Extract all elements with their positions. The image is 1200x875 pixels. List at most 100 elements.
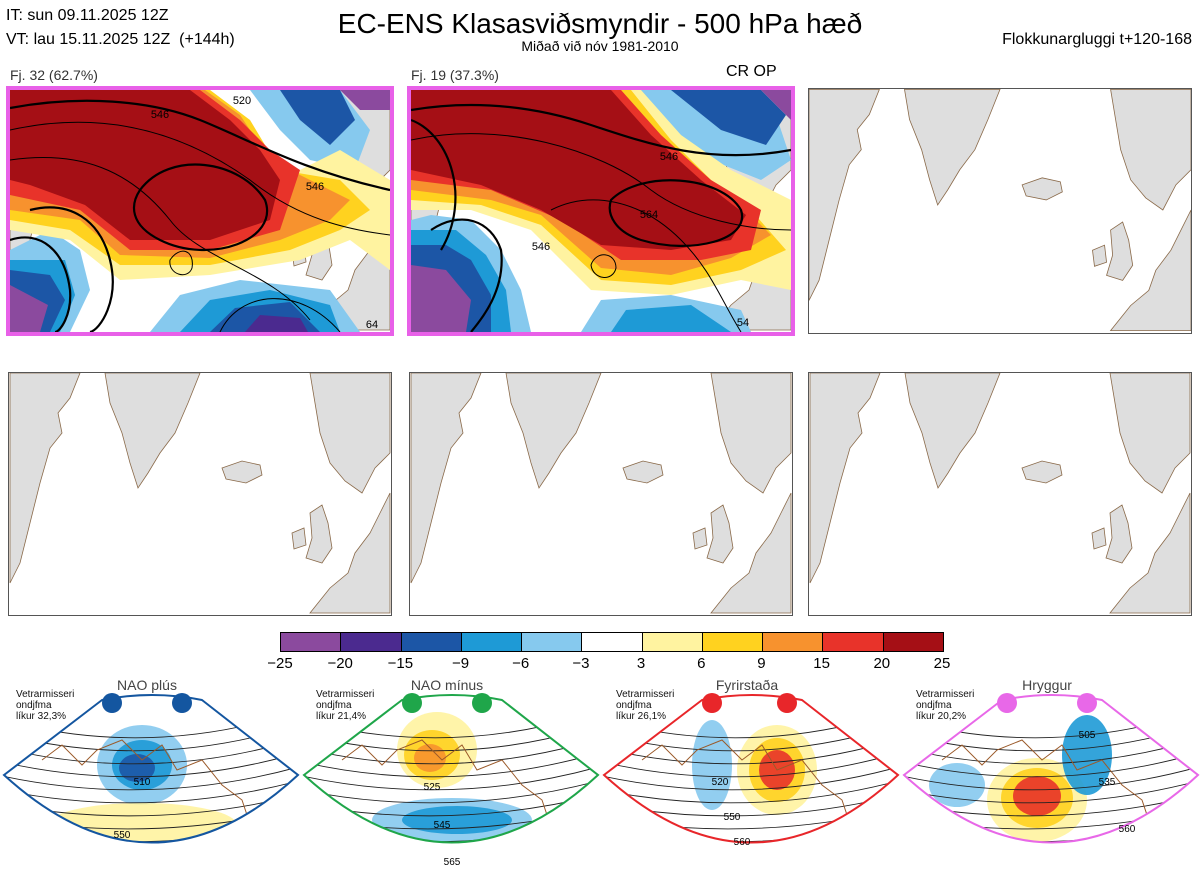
colorbar-segment (341, 633, 402, 651)
anomaly-shading (402, 806, 512, 834)
regime-probability-note: Vetrarmisseri ondjfma líkur 26,1% (616, 689, 675, 722)
height-contour (904, 751, 1198, 778)
regime-outline (302, 694, 600, 844)
colorbar-segment (763, 633, 824, 651)
regime-marker-dot (102, 693, 122, 713)
height-contour (904, 779, 1198, 804)
regime-panel-2: 525 545 565 (302, 690, 602, 870)
regime-outline (2, 694, 300, 844)
regime-contour-label: 510 (134, 777, 151, 788)
height-contour (4, 779, 298, 804)
anomaly-shading (119, 754, 155, 782)
colorbar-segment (642, 633, 703, 651)
height-contour (304, 751, 598, 778)
regime-probability-note: Vetrarmisseri ondjfma líkur 32,3% (16, 689, 75, 722)
regime-probability-note: Vetrarmisseri ondjfma líkur 21,4% (316, 689, 375, 722)
height-contour (4, 765, 298, 791)
colorbar-tick-label: 6 (697, 655, 706, 672)
colorbar-tick-label: −15 (387, 655, 414, 672)
cluster-1-label: Fj. 32 (62.7%) (10, 67, 98, 83)
colorbar-segment (823, 633, 884, 651)
c2-contour-label-1: 546 (660, 151, 678, 163)
regime-name: Hryggur (1022, 677, 1072, 693)
colorbar-segment (582, 633, 643, 651)
colorbar-tick-label: 9 (757, 655, 766, 672)
regime-contour-label: 560 (1119, 824, 1136, 835)
regime-map-1: 510 550 (2, 694, 300, 844)
cluster-1-map: 546 520 546 64 (6, 86, 394, 336)
regime-marker-dot (997, 693, 1017, 713)
regime-contour-label: 550 (114, 830, 131, 841)
regime-contour-label: 505 (1079, 730, 1096, 741)
cluster-5-empty-map (409, 372, 793, 616)
regime-name: NAO mínus (410, 677, 484, 693)
regime-contour-label: 550 (724, 812, 741, 823)
regime-contour-label: 565 (444, 857, 461, 868)
regime-marker-dot (702, 693, 722, 713)
cluster-4-empty-map (8, 372, 392, 616)
regime-marker-dot (777, 693, 797, 713)
valid-time: VT: lau 15.11.2025 12Z (+144h) (6, 31, 235, 48)
cluster-2-label: Fj. 19 (37.3%) (411, 67, 499, 83)
regime-name: Fyrirstaða (715, 677, 779, 693)
regime-contour-label: 560 (734, 837, 751, 848)
regime-marker-dot (472, 693, 492, 713)
regime-name: NAO plús (117, 677, 177, 693)
colorbar-tick-label: −6 (512, 655, 530, 672)
regime-marker-dot (402, 693, 422, 713)
regime-contour-label: 545 (434, 820, 451, 831)
height-contour (604, 765, 898, 791)
anomaly-shading (1013, 776, 1061, 816)
colorbar-segment (702, 633, 764, 651)
regime-panel-3: 520 550 560 (602, 690, 902, 870)
colorbar-tick-label: −20 (327, 655, 353, 672)
regime-contour-label: 535 (1099, 777, 1116, 788)
regime-probability-note: Vetrarmisseri ondjfma líkur 20,2% (916, 689, 975, 722)
colorbar-segment (522, 633, 583, 651)
colorbar-tick-label: 25 (933, 655, 951, 672)
c2-contour-label-2: 564 (640, 209, 658, 221)
colorbar-tick-label: 20 (873, 655, 891, 672)
regime-map-2: 525 545 565 (302, 694, 600, 868)
height-contour (304, 779, 598, 804)
page-title: EC-ENS Klasasviðsmyndir - 500 hPa hæð (337, 8, 863, 39)
regime-map-3: 520 550 560 (602, 694, 900, 848)
c1-contour-label-1: 546 (151, 109, 169, 121)
colorbar-segment (401, 633, 462, 651)
colorbar-tick-label: −3 (572, 655, 590, 672)
regime-outline (902, 694, 1200, 844)
regime-map-4: 505 535 560 (902, 694, 1200, 844)
colorbar (280, 632, 944, 652)
regime-contour-label: 525 (424, 782, 441, 793)
height-contour (904, 765, 1198, 791)
regime-marker-dot (172, 693, 192, 713)
regime-outline (602, 694, 900, 844)
height-contour (604, 779, 898, 804)
colorbar-tick-label: −25 (267, 655, 293, 672)
cluster-3-empty-map (808, 88, 1192, 334)
cluster-window: Flokkunargluggi t+120-168 (1002, 31, 1192, 48)
height-contour (304, 765, 598, 791)
cluster-2-map: 546 564 546 54 (407, 86, 795, 336)
height-contour (604, 751, 898, 778)
colorbar-segment (461, 633, 523, 651)
colorbar-tick-label: −9 (451, 655, 470, 672)
regime-panel-4: 505 535 560 (902, 690, 1200, 870)
c2-contour-label-4: 54 (737, 317, 749, 329)
height-contour (4, 751, 298, 778)
c1-contour-label-3: 546 (306, 181, 324, 193)
regime-panel-1: 510 550 (2, 690, 302, 870)
initial-time: IT: sun 09.11.2025 12Z (6, 7, 169, 24)
c2-contour-label-3: 546 (532, 241, 550, 253)
page-subtitle: Miðað við nóv 1981-2010 (521, 38, 679, 54)
colorbar-tick-label: 15 (813, 655, 830, 672)
anomaly-shading (692, 720, 732, 810)
regime-contour-label: 520 (712, 777, 729, 788)
cluster-6-empty-map (808, 372, 1192, 616)
colorbar-segment (281, 633, 342, 651)
regime-marker-dot (1077, 693, 1097, 713)
colorbar-tick-label: 3 (636, 655, 646, 672)
c1-contour-label-4: 64 (366, 319, 378, 331)
c1-contour-label-2: 520 (233, 95, 251, 107)
colorbar-segment (883, 633, 943, 651)
